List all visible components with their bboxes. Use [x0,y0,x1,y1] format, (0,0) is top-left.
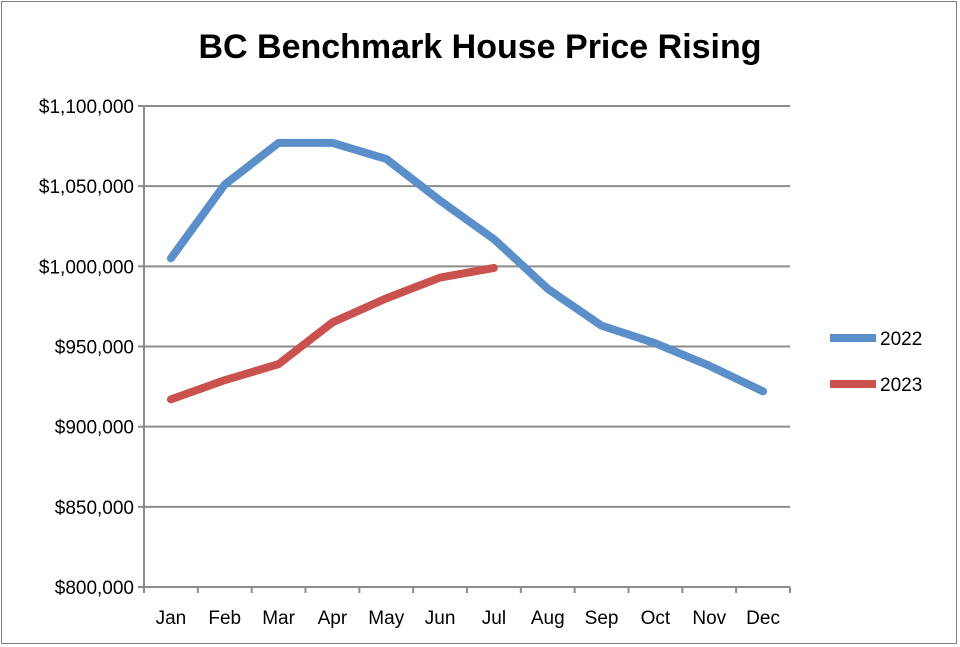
x-tick-label: Jun [425,608,456,629]
x-tick-label: Oct [641,608,671,629]
y-tick-label: $1,100,000 [39,97,134,118]
y-tick-label: $1,050,000 [39,177,134,198]
x-tick-label: Jan [156,608,187,629]
y-tick-label: $900,000 [55,418,134,439]
y-tick-label: $850,000 [55,498,134,519]
x-tick-label: Sep [585,608,619,629]
x-tick-label: Feb [208,608,241,629]
legend-label: 2022 [880,329,922,350]
series-lines [166,138,768,404]
x-tick-label: Nov [692,608,726,629]
chart-title: BC Benchmark House Price Rising [198,28,762,66]
x-tick-label: Mar [262,608,295,629]
legend: 2022 2023 [830,329,922,396]
y-tick-label: $800,000 [55,578,134,599]
axes [138,105,791,593]
x-tick-label: Dec [746,608,780,629]
y-tick-labels: $800,000 $850,000 $900,000 $950,000 $1,000,0… [39,97,134,599]
series-line-2022 [166,138,768,396]
y-tick-label: $950,000 [55,338,134,359]
gridlines [144,105,790,508]
legend-label: 2023 [880,375,922,396]
x-tick-label: Apr [318,608,348,629]
y-tick-label: $1,000,000 [39,257,134,278]
series-line-2023 [166,263,498,404]
x-tick-label: Jul [482,608,506,629]
x-tick-label: Aug [531,608,565,629]
x-tick-labels: Jan Feb Mar Apr May Jun Jul Aug Sep Oct Nov Dec [156,608,780,629]
x-tick-label: May [368,608,404,629]
